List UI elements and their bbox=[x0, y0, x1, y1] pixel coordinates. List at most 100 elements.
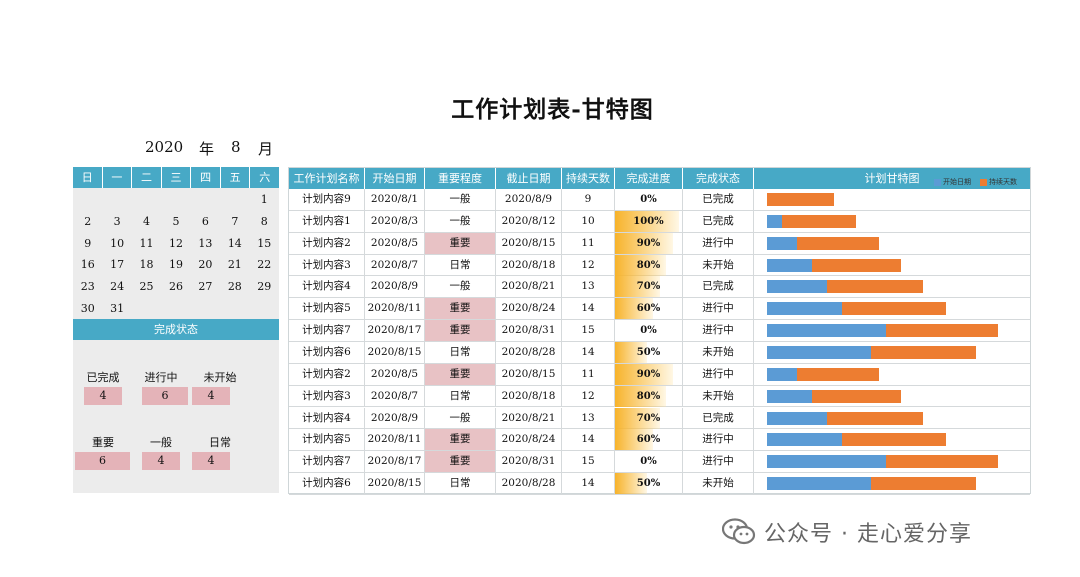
cell-end-date: 2020/8/15 bbox=[496, 363, 562, 385]
table-row: 计划内容6 2020/8/15 日常 2020/8/28 14 50% 未开始 bbox=[289, 341, 1030, 364]
cell-duration: 13 bbox=[562, 407, 615, 429]
calendar-day: 26 bbox=[168, 280, 183, 294]
cell-status: 进行中 bbox=[683, 232, 754, 254]
cell-duration: 14 bbox=[562, 341, 615, 363]
month-value: 8 bbox=[231, 138, 241, 156]
calendar-day: 27 bbox=[198, 280, 213, 294]
cell-status: 进行中 bbox=[683, 429, 754, 451]
table-row: 计划内容9 2020/8/1 一般 2020/8/9 9 0% 已完成 bbox=[289, 189, 1030, 211]
header-status: 完成状态 bbox=[683, 168, 754, 189]
cell-status: 进行中 bbox=[683, 363, 754, 385]
legend-duration-label: 持续天数 bbox=[989, 178, 1017, 186]
calendar-day: 14 bbox=[227, 236, 242, 250]
gantt-duration-bar bbox=[767, 193, 835, 206]
cell-status: 已完成 bbox=[683, 407, 754, 429]
cell-start-date: 2020/8/9 bbox=[365, 407, 425, 429]
gantt-duration-bar bbox=[796, 236, 879, 250]
gantt-start-bar bbox=[767, 367, 797, 381]
header-days: 持续天数 bbox=[562, 168, 615, 189]
legend-duration-swatch bbox=[980, 178, 987, 186]
cell-name: 计划内容6 bbox=[289, 341, 365, 363]
progress-text: 60% bbox=[636, 303, 661, 315]
cell-end-date: 2020/8/18 bbox=[496, 385, 562, 407]
calendar-day: 21 bbox=[227, 258, 242, 272]
gantt-duration-bar bbox=[886, 455, 998, 469]
calendar-day: 5 bbox=[172, 214, 180, 228]
cell-progress: 0% bbox=[615, 451, 683, 473]
cell-importance: 日常 bbox=[425, 341, 496, 363]
cell-importance: 日常 bbox=[425, 473, 496, 495]
cell-duration: 14 bbox=[562, 473, 615, 495]
gantt-start-bar bbox=[767, 345, 872, 359]
calendar-day: 29 bbox=[257, 280, 272, 294]
weekday-label: 五 bbox=[221, 167, 251, 188]
cell-start-date: 2020/8/1 bbox=[365, 189, 425, 210]
gantt-start-bar bbox=[767, 280, 827, 294]
gantt-cell bbox=[754, 429, 1030, 450]
calendar-day: 15 bbox=[257, 236, 272, 250]
cell-progress: 80% bbox=[615, 385, 683, 407]
cell-duration: 11 bbox=[562, 232, 615, 254]
progress-fill bbox=[615, 210, 679, 232]
gantt-start-bar bbox=[767, 236, 797, 250]
cell-start-date: 2020/8/17 bbox=[365, 451, 425, 473]
calendar-day: 13 bbox=[198, 236, 213, 250]
gantt-start-bar bbox=[767, 302, 842, 316]
calendar-day bbox=[250, 298, 279, 320]
cell-start-date: 2020/8/9 bbox=[365, 276, 425, 298]
progress-fill bbox=[615, 276, 660, 298]
calendar-day bbox=[161, 189, 190, 211]
cell-name: 计划内容1 bbox=[289, 210, 365, 232]
calendar-day bbox=[191, 189, 220, 211]
cell-end-date: 2020/8/15 bbox=[496, 232, 562, 254]
gantt-duration-bar bbox=[826, 411, 924, 425]
cell-duration: 15 bbox=[562, 451, 615, 473]
watermark: 公众号 · 走心爱分享 bbox=[722, 516, 972, 548]
progress-fill bbox=[615, 298, 654, 320]
calendar-day bbox=[220, 189, 249, 211]
gantt-cell bbox=[754, 451, 1030, 472]
progress-text: 50% bbox=[636, 346, 661, 358]
watermark-text: 公众号 · 走心爱分享 bbox=[764, 522, 972, 547]
cell-end-date: 2020/8/31 bbox=[496, 320, 562, 342]
table-row: 计划内容1 2020/8/3 一般 2020/8/12 10 100% 已完成 bbox=[289, 210, 1030, 233]
gantt-cell bbox=[754, 298, 1030, 319]
cell-start-date: 2020/8/5 bbox=[365, 363, 425, 385]
cell-progress: 70% bbox=[615, 276, 683, 298]
cell-start-date: 2020/8/15 bbox=[365, 473, 425, 495]
table-row: 计划内容5 2020/8/11 重要 2020/8/24 14 60% 进行中 bbox=[289, 298, 1030, 321]
cell-end-date: 2020/8/24 bbox=[496, 429, 562, 451]
gantt-start-bar bbox=[767, 455, 887, 469]
importance-count-normal: 4 bbox=[142, 452, 180, 470]
table-row: 计划内容2 2020/8/5 重要 2020/8/15 11 90% 进行中 bbox=[289, 232, 1030, 255]
cell-name: 计划内容6 bbox=[289, 473, 365, 495]
cell-name: 计划内容2 bbox=[289, 232, 365, 254]
gantt-cell bbox=[754, 408, 1030, 429]
cell-name: 计划内容5 bbox=[289, 429, 365, 451]
calendar-day bbox=[161, 298, 190, 320]
header-importance: 重要程度 bbox=[425, 168, 496, 189]
progress-text: 60% bbox=[636, 434, 661, 446]
status-count-not-started: 4 bbox=[192, 387, 230, 405]
cell-name: 计划内容7 bbox=[289, 451, 365, 473]
cell-duration: 10 bbox=[562, 210, 615, 232]
cell-importance: 一般 bbox=[425, 407, 496, 429]
weekday-label: 日 bbox=[73, 167, 103, 188]
table-row: 计划内容6 2020/8/15 日常 2020/8/28 14 50% 未开始 bbox=[289, 473, 1030, 495]
cell-importance: 重要 bbox=[425, 429, 496, 451]
progress-fill bbox=[615, 363, 673, 385]
cell-duration: 9 bbox=[562, 189, 615, 210]
progress-fill bbox=[615, 254, 667, 276]
gantt-cell bbox=[754, 189, 1030, 210]
status-count-in-progress: 6 bbox=[142, 387, 188, 405]
progress-text: 0% bbox=[640, 456, 657, 468]
calendar-day: 19 bbox=[168, 258, 183, 272]
progress-text: 70% bbox=[636, 412, 661, 424]
cell-progress: 90% bbox=[615, 232, 683, 254]
cell-start-date: 2020/8/5 bbox=[365, 232, 425, 254]
gantt-duration-bar bbox=[826, 280, 924, 294]
table-row: 计划内容2 2020/8/5 重要 2020/8/15 11 90% 进行中 bbox=[289, 363, 1030, 386]
cell-status: 未开始 bbox=[683, 341, 754, 363]
cell-importance: 重要 bbox=[425, 298, 496, 320]
progress-fill bbox=[615, 341, 647, 363]
